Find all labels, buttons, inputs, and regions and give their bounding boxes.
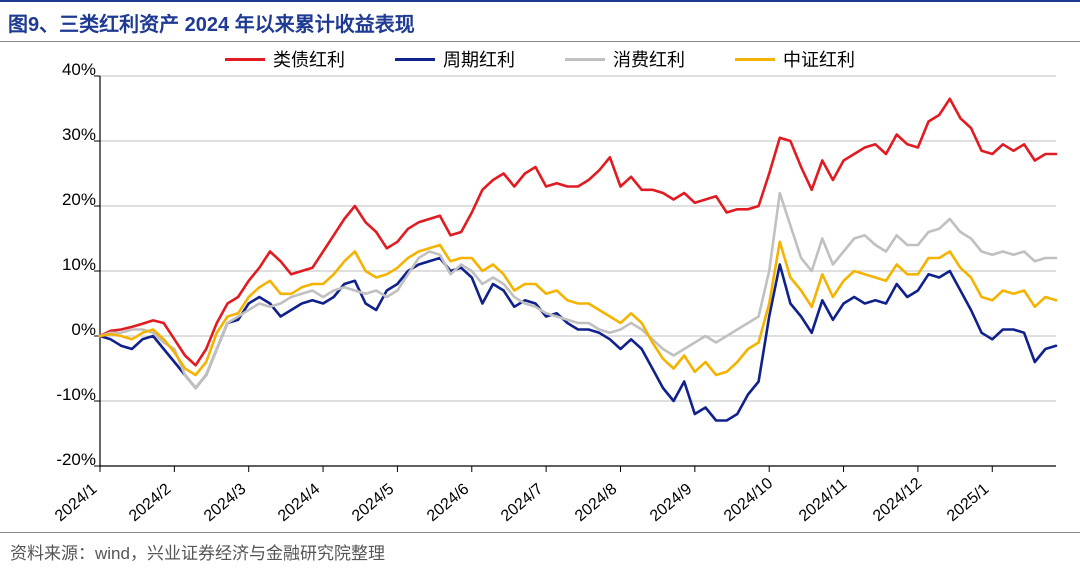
x-tick-label: 2024/10 [721, 475, 777, 526]
figure-container: 图9、三类红利资产 2024 年以来累计收益表现 类债红利 周期红利 消费红利 中证红… [0, 0, 1080, 568]
x-tick-label: 2024/9 [647, 481, 696, 526]
y-tick-label: 10% [62, 255, 96, 275]
legend-item-xiaofei: 消费红利 [565, 46, 685, 72]
legend-swatch [565, 58, 605, 61]
source-bar: 资料来源：wind，兴业证券经济与金融研究院整理 [0, 532, 1080, 568]
legend-swatch [395, 58, 435, 61]
y-tick-label: 0% [71, 320, 96, 340]
chart-legend: 类债红利 周期红利 消费红利 中证红利 [0, 42, 1080, 76]
legend-label: 中证红利 [783, 46, 855, 72]
x-axis-labels: 2024/12024/22024/32024/42024/52024/62024… [100, 462, 1056, 542]
x-tick-label: 2024/1 [52, 481, 101, 526]
x-tick-label: 2024/8 [572, 481, 621, 526]
series-line-leizhai [100, 99, 1056, 366]
x-tick-label: 2024/5 [349, 481, 398, 526]
series-line-zhouqi [100, 258, 1056, 421]
y-tick-label: 40% [62, 60, 96, 80]
x-tick-label: 2024/11 [796, 476, 851, 526]
figure-number: 图9、 [8, 14, 59, 36]
x-tick-label: 2024/2 [126, 481, 175, 526]
x-tick-label: 2024/3 [201, 481, 250, 526]
legend-item-leizhai: 类债红利 [225, 46, 345, 72]
x-tick-label: 2025/1 [944, 481, 993, 526]
figure-title: 三类红利资产 2024 年以来累计收益表现 [59, 14, 415, 36]
legend-label: 类债红利 [273, 46, 345, 72]
legend-item-zhongzheng: 中证红利 [735, 46, 855, 72]
plot-area [100, 76, 1056, 466]
x-tick-label: 2024/4 [275, 481, 324, 526]
legend-swatch [735, 58, 775, 61]
y-tick-label: -20% [56, 450, 96, 470]
y-tick-label: 20% [62, 190, 96, 210]
y-tick-label: 30% [62, 125, 96, 145]
x-tick-label: 2024/7 [498, 481, 547, 526]
x-tick-label: 2024/12 [870, 475, 926, 526]
legend-label: 消费红利 [613, 46, 685, 72]
line-chart-svg [100, 76, 1056, 466]
x-tick-label: 2024/6 [424, 481, 473, 526]
source-label: 资料来源： [10, 544, 95, 563]
figure-title-bar: 图9、三类红利资产 2024 年以来累计收益表现 [0, 0, 1080, 42]
legend-swatch [225, 58, 265, 61]
legend-item-zhouqi: 周期红利 [395, 46, 515, 72]
y-axis-labels: -20%-10%0%10%20%30%40% [40, 70, 96, 460]
y-tick-label: -10% [56, 385, 96, 405]
source-text: wind，兴业证券经济与金融研究院整理 [95, 544, 385, 563]
legend-label: 周期红利 [443, 46, 515, 72]
series-line-zhongzheng [100, 242, 1056, 375]
